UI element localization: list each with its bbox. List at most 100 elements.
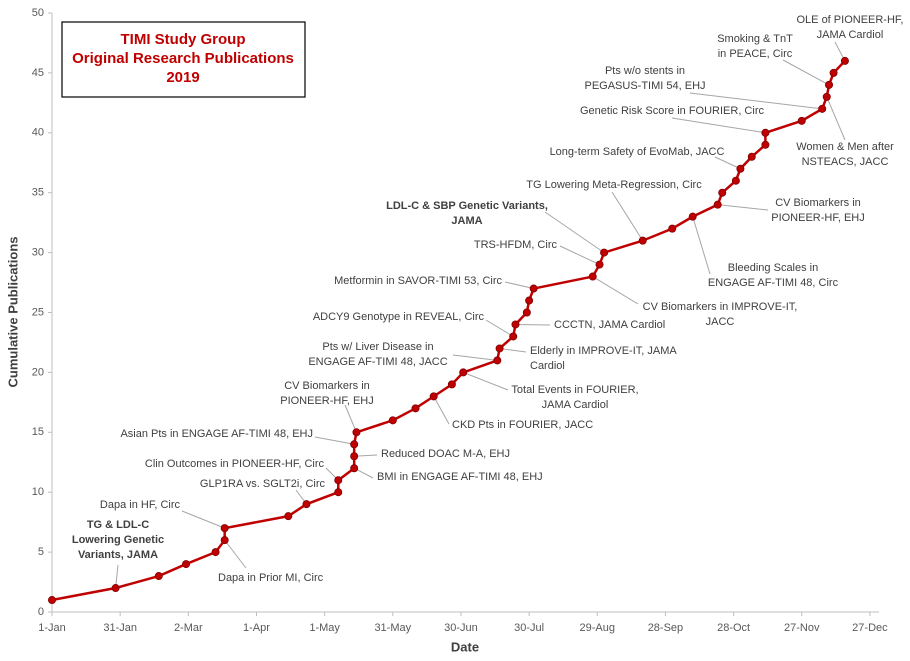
annotation: TG Lowering Meta-Regression, Circ [526, 179, 702, 191]
annotation: Genetic Risk Score in FOURIER, Circ [580, 105, 764, 117]
annotation: ADCY9 Genotype in REVEAL, Circ [313, 311, 485, 323]
x-tick-label: 28-Sep [648, 622, 683, 634]
x-tick-label: 30-Jun [444, 622, 478, 634]
data-point [588, 272, 597, 281]
data-point [638, 236, 647, 245]
y-tick-label: 15 [32, 426, 44, 438]
annotation: Metformin in SAVOR-TIMI 53, Circ [334, 275, 502, 287]
data-point [829, 68, 838, 77]
y-tick-label: 20 [32, 366, 44, 378]
annotation: CKD Pts in FOURIER, JACC [452, 419, 593, 431]
leader-line [692, 216, 711, 275]
annotation: Women & Men after [796, 141, 894, 153]
annotation: Elderly in IMPROVE-IT, JAMA [530, 345, 677, 357]
data-point [713, 200, 722, 209]
leader-line [452, 354, 498, 361]
x-tick-label: 27-Nov [784, 622, 820, 634]
x-tick-label: 1-May [309, 622, 340, 634]
x-tick-label: 28-Oct [717, 622, 750, 634]
annotation: Asian Pts in ENGAGE AF-TIMI 48, EHJ [120, 428, 313, 440]
data-point [822, 92, 831, 101]
chart-title: TIMI Study Group [121, 31, 246, 48]
data-point [840, 56, 849, 65]
annotation: PIONEER-HF, EHJ [771, 212, 865, 224]
annotation: TG & LDL-C [87, 519, 149, 531]
annotation: CCCTN, JAMA Cardiol [554, 319, 665, 331]
data-point [352, 428, 361, 437]
leader-line [714, 156, 741, 170]
leader-line [717, 204, 769, 211]
data-point [493, 356, 502, 365]
y-tick-label: 40 [32, 127, 44, 139]
leader-line [544, 211, 605, 254]
y-tick-label: 45 [32, 67, 44, 79]
leader-line [592, 276, 639, 305]
data-point [48, 596, 57, 605]
annotation: TRS-HFDM, Circ [474, 239, 558, 251]
annotation: Lowering Genetic [72, 534, 164, 546]
y-tick-label: 35 [32, 187, 44, 199]
annotation: Variants, JAMA [78, 549, 158, 561]
data-point [334, 488, 343, 497]
annotation: in PEACE, Circ [718, 48, 793, 60]
data-point [284, 512, 293, 521]
data-point [220, 524, 229, 533]
data-point [797, 116, 806, 125]
x-tick-label: 27-Dec [852, 622, 888, 634]
annotation: Smoking & TnT [717, 33, 793, 45]
leader-line [826, 96, 846, 141]
leader-line [463, 371, 509, 391]
leader-line [671, 117, 766, 134]
data-point [429, 392, 438, 401]
leader-line [344, 404, 357, 433]
data-point [459, 368, 468, 377]
data-point [825, 80, 834, 89]
data-point [411, 404, 420, 413]
annotation: JAMA Cardiol [542, 399, 609, 411]
data-point [211, 548, 220, 557]
leader-line [611, 191, 644, 241]
data-point [302, 500, 311, 509]
data-point [736, 164, 745, 173]
annotation: CV Biomarkers in [775, 197, 861, 209]
data-point [747, 152, 756, 161]
y-tick-label: 5 [38, 546, 44, 558]
annotation: JACC [706, 316, 735, 328]
leader-line [782, 59, 830, 86]
leader-line [181, 510, 225, 529]
x-axis-label: Date [451, 639, 479, 654]
annotation: Bleeding Scales in [728, 262, 819, 274]
annotation: NSTEACS, JACC [802, 156, 889, 168]
y-tick-label: 50 [32, 7, 44, 19]
leader-line [515, 323, 551, 326]
annotation: Cardiol [530, 360, 565, 372]
leader-line [559, 245, 600, 266]
data-point [111, 584, 120, 593]
leader-line [485, 319, 514, 337]
annotation: Dapa in HF, Circ [100, 499, 181, 511]
y-tick-label: 30 [32, 247, 44, 259]
data-point [688, 212, 697, 221]
annotation: BMI in ENGAGE AF-TIMI 48, EHJ [377, 471, 543, 483]
leader-line [504, 281, 534, 290]
title-box [61, 21, 306, 98]
data-point [334, 476, 343, 485]
x-tick-label: 31-Jan [103, 622, 137, 634]
annotation: JAMA [451, 215, 482, 227]
data-point [668, 224, 677, 233]
x-tick-label: 2-Mar [174, 622, 203, 634]
data-point [350, 464, 359, 473]
annotation: PEGASUS-TIMI 54, EHJ [584, 80, 705, 92]
data-point [718, 188, 727, 197]
data-point [595, 260, 604, 269]
data-point [350, 452, 359, 461]
x-tick-label: 1-Apr [243, 622, 270, 634]
x-tick-label: 31-May [374, 622, 411, 634]
data-point [529, 284, 538, 293]
data-point [600, 248, 609, 257]
annotation: Reduced DOAC M-A, EHJ [381, 448, 510, 460]
annotation: JAMA Cardiol [817, 29, 884, 41]
annotation: OLE of PIONEER-HF, [797, 14, 904, 26]
x-tick-label: 30-Jul [514, 622, 544, 634]
